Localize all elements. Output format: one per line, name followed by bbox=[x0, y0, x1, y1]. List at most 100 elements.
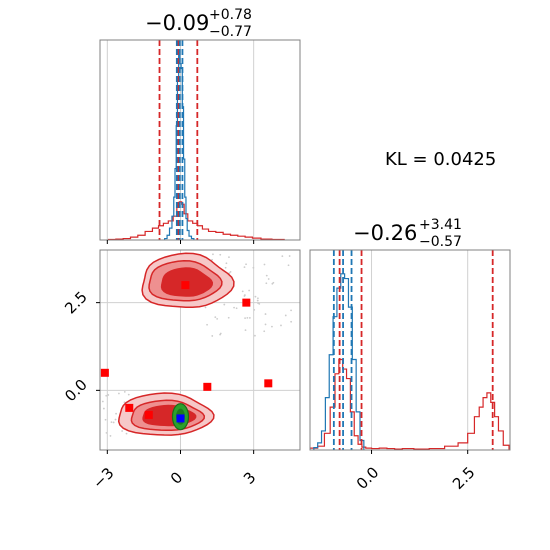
background-sample bbox=[244, 317, 246, 320]
background-sample bbox=[263, 330, 266, 333]
background-sample bbox=[204, 306, 207, 309]
background-sample bbox=[281, 255, 284, 258]
panel-2-title-lower: −0.57 bbox=[419, 234, 462, 250]
x-tick-label: 3 bbox=[240, 468, 259, 487]
background-sample bbox=[224, 266, 227, 269]
panel-1-title-main: −0.09 bbox=[145, 11, 209, 35]
axis-ticks bbox=[106, 240, 255, 244]
grid bbox=[371, 250, 469, 450]
x-tick-label: 2.5 bbox=[449, 463, 479, 493]
background-sample bbox=[219, 253, 222, 256]
panel-2-title-upper: +3.41 bbox=[419, 217, 462, 233]
background-sample bbox=[123, 390, 126, 393]
background-sample bbox=[107, 394, 110, 396]
histogram-series bbox=[310, 250, 510, 450]
background-sample bbox=[271, 282, 274, 285]
background-sample bbox=[258, 302, 261, 305]
red-histogram-line bbox=[107, 201, 285, 240]
axes-frame bbox=[99, 39, 301, 241]
background-sample bbox=[121, 430, 124, 432]
axis-ticks: 0.0 2.5 bbox=[353, 450, 479, 493]
background-sample bbox=[267, 278, 270, 280]
axes-frame bbox=[309, 249, 511, 451]
background-sample bbox=[227, 316, 230, 319]
background-sample bbox=[271, 325, 273, 328]
background-sample bbox=[211, 335, 214, 337]
panel-param-1-vs-param-2-scatter: −3 0 3 0.0 2.5 bbox=[61, 249, 301, 492]
scatter-points bbox=[100, 281, 273, 423]
red-square-point bbox=[100, 368, 109, 377]
background-sample bbox=[254, 334, 256, 337]
background-sample bbox=[290, 309, 292, 312]
red-square-point bbox=[125, 403, 134, 412]
background-sample bbox=[114, 418, 117, 421]
histogram-series bbox=[107, 40, 285, 240]
background-sample bbox=[104, 418, 107, 421]
background-sample bbox=[228, 256, 230, 259]
background-sample bbox=[105, 431, 108, 434]
background-sample bbox=[125, 432, 128, 435]
background-sample bbox=[280, 324, 282, 327]
background-sample bbox=[118, 392, 120, 395]
red-square-point bbox=[203, 382, 212, 391]
background-sample bbox=[127, 393, 130, 396]
panel-param-1-histogram: −0.09 +0.78 −0.77 bbox=[99, 7, 301, 244]
background-sample bbox=[243, 295, 246, 297]
background-sample bbox=[101, 400, 104, 403]
background-sample bbox=[225, 262, 228, 265]
panel-2-title-main: −0.26 bbox=[353, 221, 417, 245]
red-square-point bbox=[144, 410, 153, 419]
background-sample bbox=[253, 308, 256, 311]
background-sample bbox=[288, 255, 291, 257]
red-square-point bbox=[181, 281, 190, 290]
y-tick-label: 0.0 bbox=[61, 376, 91, 406]
background-sample bbox=[243, 266, 246, 269]
red-histogram-line bbox=[310, 358, 510, 450]
background-sample bbox=[256, 299, 259, 302]
background-sample bbox=[105, 394, 108, 397]
background-sample bbox=[109, 435, 112, 437]
background-sample bbox=[290, 320, 293, 323]
background-sample bbox=[263, 263, 266, 266]
kl-annotation: KL = 0.0425 bbox=[385, 149, 496, 170]
background-sample bbox=[246, 316, 249, 319]
x-tick-label: −3 bbox=[89, 464, 117, 492]
background-sample bbox=[112, 421, 115, 424]
panel-param-2-histogram: 0.0 2.5 −0.26 +3.41 −0.57 bbox=[309, 217, 511, 493]
background-sample bbox=[235, 307, 238, 310]
background-sample bbox=[216, 317, 219, 320]
background-sample bbox=[264, 313, 267, 315]
background-sample bbox=[245, 263, 247, 266]
background-sample bbox=[110, 421, 113, 423]
background-sample bbox=[241, 290, 244, 293]
background-sample bbox=[223, 303, 226, 306]
background-sample bbox=[211, 258, 213, 261]
panel-1-title-lower: −0.77 bbox=[209, 24, 252, 40]
background-sample bbox=[206, 323, 208, 326]
background-sample bbox=[102, 407, 105, 410]
background-sample bbox=[248, 289, 251, 292]
x-tick-label: 0.0 bbox=[353, 463, 383, 493]
background-sample bbox=[212, 253, 214, 256]
truth-point bbox=[176, 414, 185, 423]
x-tick-label: 0 bbox=[167, 468, 186, 487]
background-sample bbox=[284, 314, 287, 317]
background-sample bbox=[264, 323, 267, 326]
background-sample bbox=[265, 282, 268, 285]
background-sample bbox=[233, 306, 235, 309]
background-sample bbox=[244, 329, 247, 332]
background-sample bbox=[254, 295, 257, 298]
red-square-point bbox=[242, 298, 251, 307]
background-sample bbox=[115, 412, 117, 415]
red-square-point bbox=[264, 379, 273, 388]
y-tick-label: 2.5 bbox=[61, 288, 91, 318]
background-sample bbox=[123, 401, 126, 404]
background-sample bbox=[214, 316, 217, 319]
background-sample bbox=[252, 266, 255, 269]
background-sample bbox=[256, 297, 259, 300]
background-sample bbox=[248, 317, 251, 319]
background-sample bbox=[219, 333, 221, 336]
background-sample bbox=[265, 274, 268, 277]
axes-frame bbox=[99, 249, 301, 451]
